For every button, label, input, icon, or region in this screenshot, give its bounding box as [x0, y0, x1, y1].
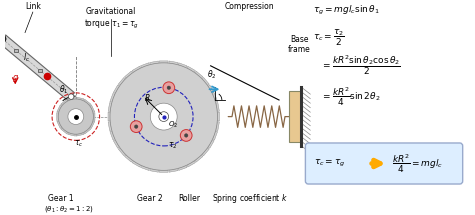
- Text: $\dfrac{kR^2}{4} = mgl_c$: $\dfrac{kR^2}{4} = mgl_c$: [392, 152, 443, 175]
- Text: $\theta_1$: $\theta_1$: [59, 83, 69, 96]
- Polygon shape: [68, 97, 76, 101]
- Text: Compression: Compression: [225, 2, 275, 11]
- Polygon shape: [118, 77, 125, 85]
- Bar: [289, 91, 302, 142]
- Text: $= \dfrac{kR^2}{4}\sin 2\theta_2$: $= \dfrac{kR^2}{4}\sin 2\theta_2$: [321, 86, 380, 108]
- Circle shape: [110, 63, 218, 170]
- Polygon shape: [84, 128, 91, 134]
- Polygon shape: [118, 148, 125, 156]
- FancyBboxPatch shape: [38, 69, 42, 72]
- Text: Spring coefficient $k$: Spring coefficient $k$: [212, 192, 288, 205]
- Text: $\tau_c$: $\tau_c$: [74, 139, 83, 149]
- Circle shape: [163, 82, 175, 94]
- Polygon shape: [169, 61, 178, 64]
- Text: Gear 1: Gear 1: [48, 194, 74, 203]
- Polygon shape: [90, 105, 95, 112]
- Polygon shape: [159, 61, 168, 63]
- Polygon shape: [0, 35, 75, 101]
- Polygon shape: [195, 155, 203, 162]
- Polygon shape: [169, 169, 178, 172]
- Text: $\tau_2$: $\tau_2$: [168, 141, 177, 151]
- Circle shape: [184, 134, 188, 137]
- Polygon shape: [108, 122, 112, 131]
- Polygon shape: [187, 66, 195, 72]
- Polygon shape: [208, 140, 214, 148]
- Text: $\theta_2$: $\theta_2$: [207, 69, 216, 81]
- Polygon shape: [141, 166, 149, 170]
- Text: $R$: $R$: [144, 92, 151, 103]
- Circle shape: [159, 112, 169, 121]
- Text: Link: Link: [25, 2, 41, 11]
- Text: $\tau_c = \dfrac{\tau_2}{2}$: $\tau_c = \dfrac{\tau_2}{2}$: [313, 27, 345, 48]
- FancyBboxPatch shape: [305, 143, 463, 184]
- Text: $l_c$: $l_c$: [23, 52, 30, 64]
- Circle shape: [150, 103, 177, 130]
- Polygon shape: [110, 131, 115, 140]
- Polygon shape: [178, 166, 187, 170]
- Text: Gravitational
torque $\tau_1=\tau_g$: Gravitational torque $\tau_1=\tau_g$: [84, 7, 139, 31]
- Polygon shape: [114, 85, 119, 94]
- Polygon shape: [76, 97, 84, 101]
- Polygon shape: [61, 99, 68, 105]
- Text: $g$: $g$: [12, 74, 19, 84]
- Polygon shape: [132, 161, 141, 167]
- Circle shape: [68, 94, 74, 99]
- Polygon shape: [150, 61, 159, 64]
- Text: $O_2$: $O_2$: [168, 119, 178, 130]
- Polygon shape: [84, 99, 91, 105]
- Polygon shape: [132, 66, 141, 72]
- Polygon shape: [68, 133, 76, 136]
- Text: Base
frame: Base frame: [288, 35, 311, 54]
- Polygon shape: [202, 77, 209, 85]
- Polygon shape: [150, 169, 159, 172]
- Text: $\tau_g = mgl_c \sin\theta_1$: $\tau_g = mgl_c \sin\theta_1$: [313, 3, 380, 17]
- Circle shape: [180, 130, 192, 141]
- Polygon shape: [124, 71, 133, 78]
- Circle shape: [68, 109, 84, 124]
- Text: $= \dfrac{kR^2\sin\theta_2\cos\theta_2}{2}$: $= \dfrac{kR^2\sin\theta_2\cos\theta_2}{…: [321, 53, 401, 77]
- Polygon shape: [108, 103, 112, 111]
- Polygon shape: [124, 155, 133, 162]
- Circle shape: [134, 125, 138, 128]
- Polygon shape: [57, 121, 62, 128]
- Polygon shape: [90, 121, 95, 128]
- Text: Roller: Roller: [178, 194, 200, 203]
- Polygon shape: [159, 170, 168, 172]
- Circle shape: [0, 35, 6, 43]
- Polygon shape: [108, 112, 110, 121]
- FancyBboxPatch shape: [14, 49, 18, 52]
- Polygon shape: [57, 113, 58, 121]
- Polygon shape: [216, 122, 219, 131]
- Polygon shape: [57, 105, 62, 112]
- Polygon shape: [61, 128, 68, 134]
- Circle shape: [58, 99, 94, 134]
- Polygon shape: [217, 112, 219, 121]
- Text: $(\theta_1:\theta_2=1:2)$: $(\theta_1:\theta_2=1:2)$: [44, 204, 94, 214]
- Polygon shape: [202, 148, 209, 156]
- Polygon shape: [114, 140, 119, 148]
- Polygon shape: [76, 133, 84, 136]
- Polygon shape: [195, 71, 203, 78]
- Polygon shape: [93, 113, 95, 121]
- Polygon shape: [213, 94, 218, 102]
- Polygon shape: [187, 161, 195, 167]
- Polygon shape: [213, 131, 218, 140]
- Text: Gear 2: Gear 2: [137, 194, 163, 203]
- Polygon shape: [178, 63, 187, 68]
- Polygon shape: [216, 103, 219, 111]
- Polygon shape: [141, 63, 149, 68]
- Text: $\tau_c = \tau_g$: $\tau_c = \tau_g$: [314, 158, 346, 169]
- Polygon shape: [110, 94, 115, 102]
- Polygon shape: [208, 85, 214, 94]
- Circle shape: [130, 121, 142, 132]
- Circle shape: [167, 86, 171, 89]
